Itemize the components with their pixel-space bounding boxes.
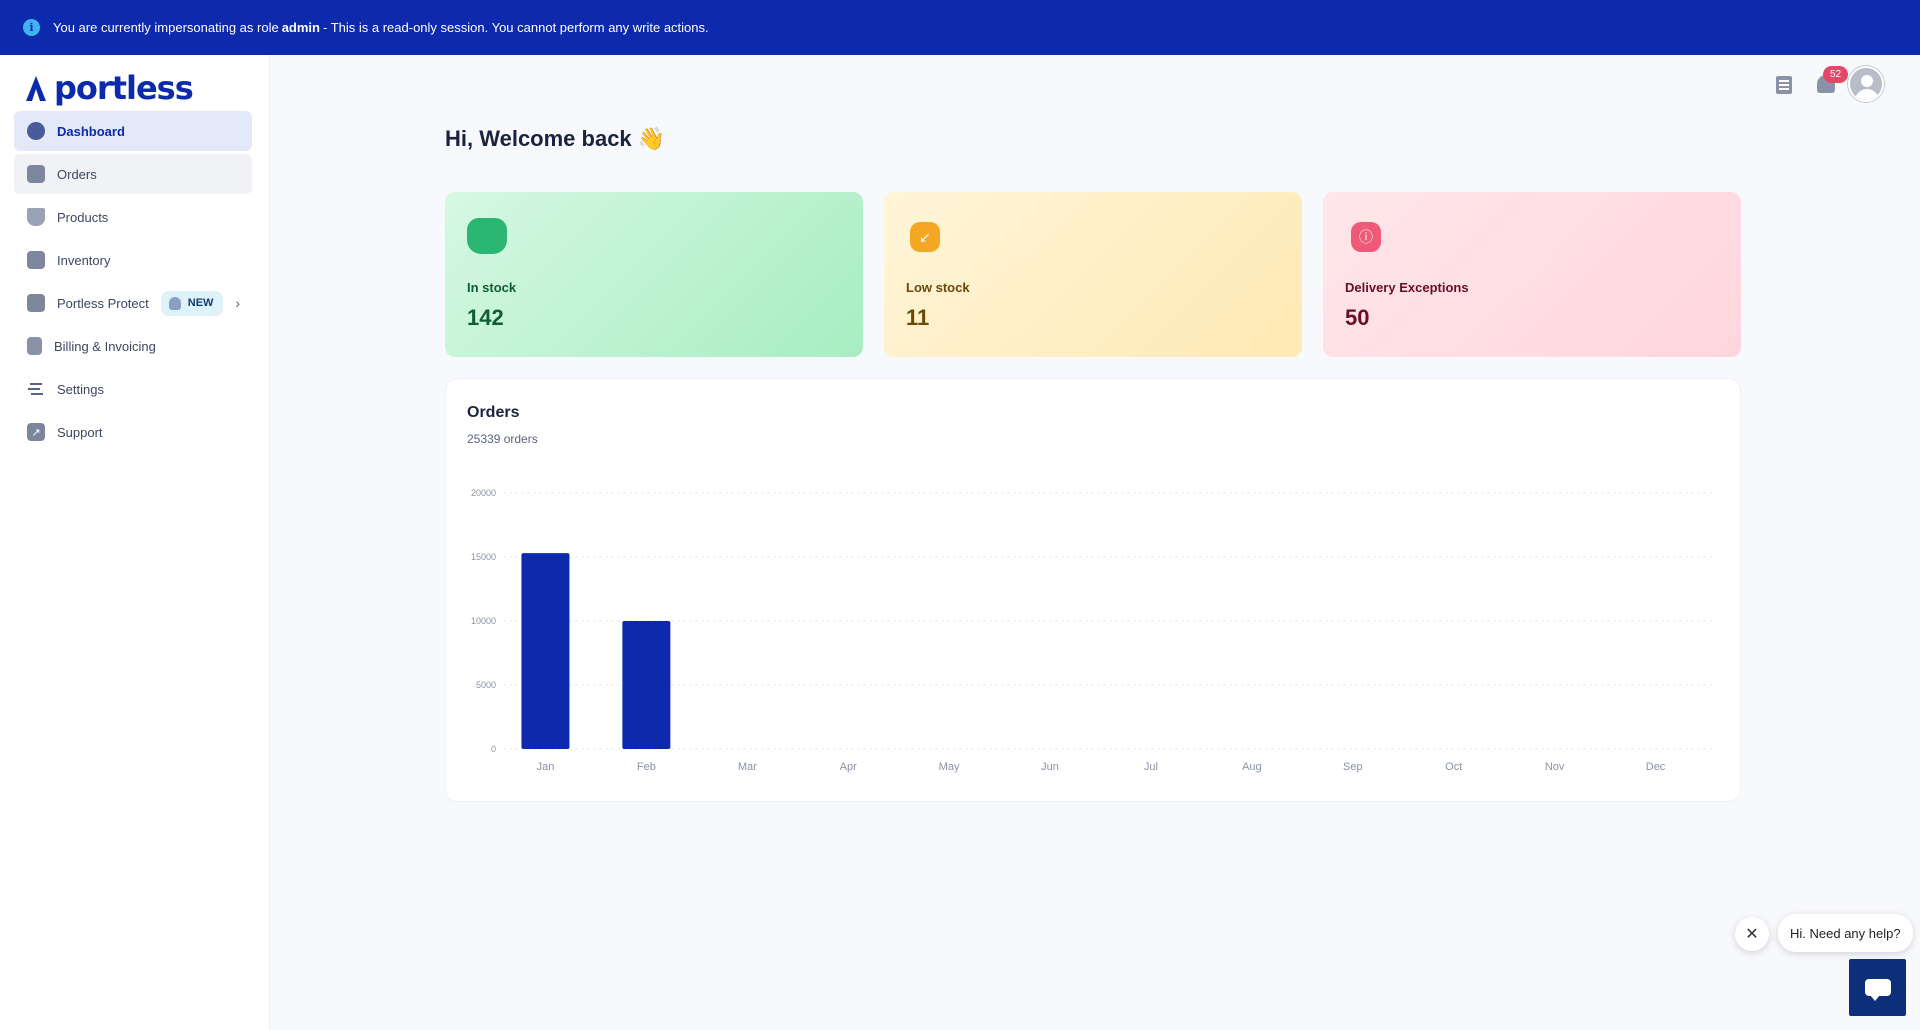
x-tick-label: Sep bbox=[1343, 761, 1363, 773]
x-tick-label: May bbox=[939, 761, 960, 773]
brand-logo[interactable]: portless bbox=[24, 69, 194, 107]
sidebar-item-dashboard[interactable]: Dashboard bbox=[14, 111, 252, 151]
y-tick-label: 0 bbox=[491, 744, 496, 754]
sidebar-item-label: Support bbox=[57, 424, 103, 440]
sidebar-item-label: Portless Protect bbox=[57, 295, 149, 311]
stat-value: 142 bbox=[467, 305, 504, 330]
invoice-icon bbox=[27, 337, 42, 355]
document-icon[interactable] bbox=[1776, 76, 1792, 94]
sidebar-item-label: Settings bbox=[57, 381, 104, 397]
impersonation-banner: i You are currently impersonating as rol… bbox=[0, 0, 1920, 55]
x-tick-label: Aug bbox=[1242, 761, 1262, 773]
bag-icon bbox=[467, 218, 507, 254]
lock-icon bbox=[27, 294, 45, 312]
box-icon bbox=[27, 251, 45, 269]
stat-label: Low stock bbox=[906, 280, 970, 295]
banner-role: admin bbox=[281, 20, 320, 35]
help-bubble[interactable]: Hi. Need any help? bbox=[1778, 914, 1913, 952]
y-tick-label: 10000 bbox=[471, 616, 496, 626]
alert-icon: ⓘ bbox=[1351, 222, 1381, 252]
new-badge-label: NEW bbox=[187, 297, 214, 309]
bar-feb[interactable] bbox=[622, 621, 671, 749]
avatar-body bbox=[1855, 89, 1879, 100]
sidebar-item-products[interactable]: Products bbox=[14, 197, 252, 237]
stat-card-in-stock[interactable]: In stock 142 bbox=[445, 192, 863, 357]
chat-icon bbox=[1864, 979, 1891, 1001]
sidebar-item-label: Orders bbox=[57, 166, 97, 182]
sidebar-item-portless-protect[interactable]: Portless Protect NEW › bbox=[14, 283, 252, 323]
orders-count: 25339 orders bbox=[467, 432, 538, 446]
close-icon[interactable]: ✕ bbox=[1735, 917, 1769, 951]
orders-title: Orders bbox=[467, 404, 520, 421]
arrow-down-left-icon: ↙ bbox=[910, 222, 940, 252]
x-tick-label: Jun bbox=[1041, 761, 1059, 773]
avatar-head bbox=[1861, 75, 1873, 87]
sidebar-nav: Dashboard Orders Products Inventory Port… bbox=[14, 111, 252, 455]
sidebar-item-label: Dashboard bbox=[57, 123, 125, 139]
bell-icon bbox=[168, 296, 181, 310]
sidebar-item-inventory[interactable]: Inventory bbox=[14, 240, 252, 280]
x-tick-label: Jul bbox=[1144, 761, 1158, 773]
page-title: Hi, Welcome back 👋 bbox=[445, 126, 666, 151]
sidebar-item-settings[interactable]: Settings bbox=[14, 369, 252, 409]
stat-label: In stock bbox=[467, 280, 517, 295]
support-icon: ↗ bbox=[27, 423, 45, 441]
banner-suffix: - This is a read-only session. You canno… bbox=[323, 20, 709, 35]
y-tick-label: 5000 bbox=[476, 680, 496, 690]
y-tick-label: 20000 bbox=[471, 488, 496, 498]
info-icon: i bbox=[23, 19, 40, 36]
logo-mark-icon bbox=[26, 76, 46, 101]
brand-name: portless bbox=[54, 69, 194, 107]
bar-jan[interactable] bbox=[521, 553, 570, 749]
stat-value: 50 bbox=[1345, 305, 1370, 330]
chevron-right-icon[interactable]: › bbox=[235, 295, 240, 311]
sidebar-item-label: Inventory bbox=[57, 252, 111, 268]
orders-bar-chart: 0 5000 10000 15000 20000 Jan Feb Mar Apr May Jun Ju… bbox=[471, 488, 1714, 773]
sidebar-item-orders[interactable]: Orders bbox=[14, 154, 252, 194]
stat-label: Delivery Exceptions bbox=[1345, 280, 1469, 295]
cart-icon bbox=[27, 165, 45, 183]
sidebar: portless Dashboard Orders Products Inven… bbox=[0, 55, 270, 1030]
stat-card-low-stock[interactable]: ↙ Low stock 11 bbox=[884, 192, 1302, 357]
avatar[interactable] bbox=[1848, 66, 1884, 102]
hanger-icon bbox=[27, 208, 45, 226]
x-tick-label: Apr bbox=[840, 761, 857, 773]
banner-prefix: You are currently impersonating as role bbox=[53, 20, 279, 35]
sidebar-item-label: Products bbox=[57, 209, 109, 225]
sidebar-item-billing[interactable]: Billing & Invoicing bbox=[14, 326, 252, 366]
stat-card-delivery-exceptions[interactable]: ⓘ Delivery Exceptions 50 bbox=[1323, 192, 1741, 357]
y-tick-label: 15000 bbox=[471, 552, 496, 562]
orders-chart-panel: Orders 25339 orders 0 5000 10000 15000 20000… bbox=[445, 378, 1741, 802]
x-tick-label: Oct bbox=[1445, 761, 1462, 773]
new-badge: NEW bbox=[160, 290, 224, 316]
chat-button[interactable] bbox=[1849, 959, 1906, 1016]
notification-count-badge: 52 bbox=[1823, 66, 1848, 83]
settings-icon bbox=[27, 380, 45, 398]
x-tick-label: Feb bbox=[637, 761, 656, 773]
x-tick-label: Nov bbox=[1545, 761, 1565, 773]
x-tick-label: Mar bbox=[738, 761, 757, 773]
x-tick-label: Dec bbox=[1646, 761, 1666, 773]
stat-value: 11 bbox=[906, 305, 930, 330]
sidebar-item-support[interactable]: ↗ Support bbox=[14, 412, 252, 452]
sidebar-item-label: Billing & Invoicing bbox=[54, 338, 156, 354]
x-tick-label: Jan bbox=[537, 761, 555, 773]
dashboard-icon bbox=[27, 122, 45, 140]
